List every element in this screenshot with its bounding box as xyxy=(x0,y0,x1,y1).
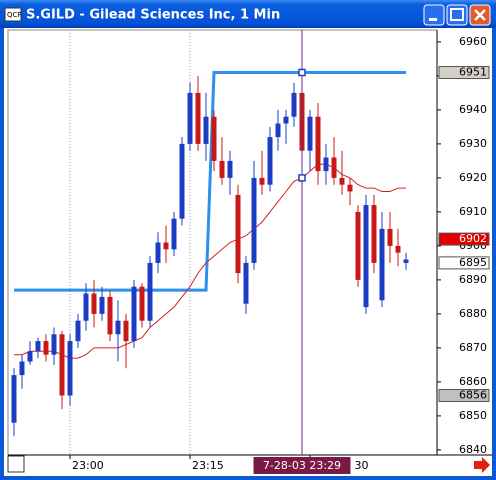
app-icon-glyph: QCP xyxy=(7,11,22,19)
window-title: S.GILD - Gilead Sciences Inc, 1 Min xyxy=(26,8,280,23)
candle-body xyxy=(11,375,17,423)
maximize-button[interactable] xyxy=(446,4,468,26)
scroll-arrow[interactable] xyxy=(474,457,490,473)
candle-body xyxy=(259,177,265,185)
y-tick-label: 6850 xyxy=(459,409,487,422)
candle-body xyxy=(403,259,409,263)
candle-body xyxy=(19,361,25,376)
y-tick-label: 6940 xyxy=(459,103,487,116)
x-tick-label: 23:00 xyxy=(72,459,104,472)
candle-body xyxy=(187,92,193,144)
candle-body xyxy=(387,228,393,246)
y-tick-label: 6920 xyxy=(459,171,487,184)
crosshair-marker xyxy=(298,68,306,77)
candle-body xyxy=(163,242,169,250)
crosshair-label-box xyxy=(253,457,351,474)
y-tick-label: 6930 xyxy=(459,137,487,150)
candle-body xyxy=(203,116,209,144)
candle-body xyxy=(339,177,345,185)
y-tick-label: 6860 xyxy=(459,375,487,388)
y-tick-label: 6910 xyxy=(459,205,487,218)
candle-body xyxy=(59,334,65,396)
minimize-button[interactable] xyxy=(423,4,445,26)
price-tag xyxy=(438,232,490,246)
crosshair-label: 7-28-03 23:29 xyxy=(263,459,341,472)
candle-body xyxy=(27,351,33,362)
candle-body xyxy=(243,262,249,304)
y-tick-label: 6840 xyxy=(459,443,487,456)
y-tick-label: 6960 xyxy=(459,35,487,48)
title-bar xyxy=(0,0,496,28)
y-tick-label: 6870 xyxy=(459,341,487,354)
candle-body xyxy=(131,286,137,342)
candle-body xyxy=(227,160,233,178)
price-tag xyxy=(438,256,490,270)
candle-body xyxy=(307,116,313,151)
candle-body xyxy=(43,341,49,355)
candle-body xyxy=(147,262,153,321)
candle-body xyxy=(139,286,145,321)
candle-body xyxy=(219,160,225,178)
x-tick-label: 23:15 xyxy=(192,459,224,472)
candle-body xyxy=(251,177,257,263)
price-tag xyxy=(438,66,490,79)
candle-body xyxy=(155,242,161,263)
candle-body xyxy=(115,320,121,335)
candle-body xyxy=(315,116,321,172)
x-tick-label: 30 xyxy=(355,459,369,472)
candle-body xyxy=(371,205,377,263)
price-tag xyxy=(438,389,490,402)
candle-body xyxy=(331,157,337,178)
candle-body xyxy=(35,341,41,352)
candle-body xyxy=(347,184,353,192)
price-tag-label: 6902 xyxy=(459,232,487,245)
overlay-line xyxy=(14,163,406,359)
candle-body xyxy=(267,137,273,185)
candle-body xyxy=(283,116,289,124)
candle-body xyxy=(355,211,361,280)
price-tag-label: 6895 xyxy=(459,256,487,269)
price-tag-label: 6856 xyxy=(459,389,487,402)
candle-body xyxy=(379,228,385,301)
candle-body xyxy=(291,92,297,117)
candle-body xyxy=(51,334,57,355)
candle-body xyxy=(275,123,281,138)
app-icon xyxy=(4,7,22,22)
price-tag-label: 6951 xyxy=(459,66,487,79)
candle-body xyxy=(99,296,105,314)
candle-body xyxy=(211,116,217,161)
candle-body xyxy=(171,218,177,250)
candle-body xyxy=(179,143,185,219)
corner-box[interactable] xyxy=(7,455,25,473)
candle-body xyxy=(123,320,129,342)
candle-body xyxy=(395,245,401,253)
close-button[interactable] xyxy=(469,4,491,26)
candle-body xyxy=(67,341,73,396)
overlay-line xyxy=(14,71,406,292)
candle-body xyxy=(235,194,241,274)
candle-body xyxy=(91,293,97,314)
candle-body xyxy=(323,157,329,172)
candle-body xyxy=(363,205,369,308)
candle-body xyxy=(195,92,201,144)
crosshair-marker xyxy=(298,174,306,182)
y-tick-label: 6880 xyxy=(459,307,487,320)
candle-body xyxy=(83,293,89,321)
y-tick-label: 6890 xyxy=(459,273,487,286)
candle-body xyxy=(107,296,113,335)
candle-body xyxy=(75,320,81,342)
